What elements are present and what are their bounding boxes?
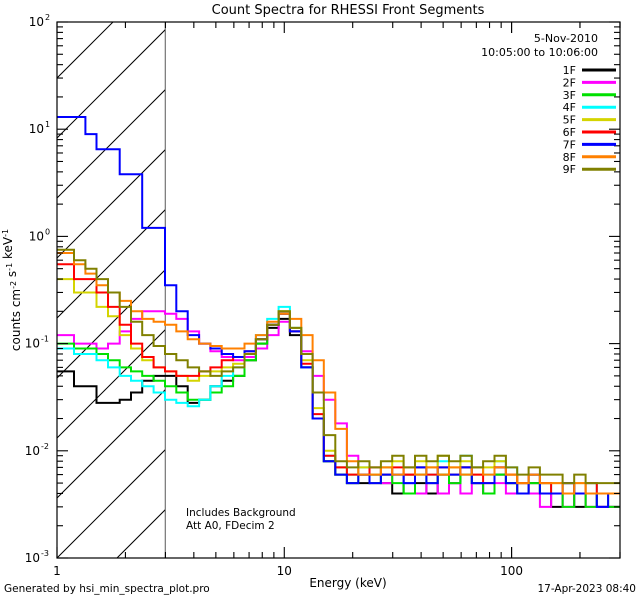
observation-date: 5-Nov-2010	[534, 32, 598, 45]
y-axis-label: counts cm-2 s-1 keV-1	[1, 229, 23, 351]
svg-text:10: 10	[29, 122, 44, 136]
y-tick-label: 10 -3	[25, 549, 49, 565]
svg-text:10: 10	[25, 337, 40, 351]
svg-text:2: 2	[45, 13, 50, 22]
legend-label-6f: 6F	[563, 126, 576, 139]
excluded-energy-hatch-region	[57, 22, 166, 558]
footer-generator: Generated by hsi_min_spectra_plot.pro	[4, 583, 210, 595]
y-tick-label: 10 0	[29, 227, 50, 243]
svg-text:counts cm-2 s-1 keV-1: counts cm-2 s-1 keV-1	[1, 229, 23, 351]
legend-label-2f: 2F	[563, 76, 576, 89]
svg-text:-1: -1	[41, 335, 49, 344]
spectrum-line-8f	[57, 252, 620, 495]
legend-label-8f: 8F	[563, 151, 576, 164]
svg-text:0: 0	[45, 227, 50, 236]
plot-frame	[56, 21, 621, 559]
x-tick-label: 100	[500, 564, 523, 578]
x-tick-label: 1	[53, 564, 61, 578]
svg-text:-3: -3	[41, 549, 49, 558]
spectra-series-group	[57, 116, 620, 508]
annotation-attenuator: Att A0, FDecim 2	[186, 520, 275, 532]
svg-text:-2: -2	[41, 442, 49, 451]
x-tick-label: 10	[277, 564, 292, 578]
svg-text:10: 10	[25, 551, 40, 565]
footer-timestamp: 17-Apr-2023 08:40	[537, 583, 636, 595]
legend-label-9f: 9F	[563, 163, 576, 176]
svg-text:10: 10	[25, 444, 40, 458]
spectrum-line-9f	[57, 248, 620, 485]
y-tick-label: 10 2	[29, 13, 50, 29]
svg-text:1: 1	[45, 120, 50, 129]
spectrum-line-7f	[57, 116, 620, 508]
chart-title: Count Spectra for RHESSI Front Segments	[212, 3, 485, 18]
legend-label-1f: 1F	[563, 64, 576, 77]
observation-time-range: 10:05:00 to 10:06:00	[481, 46, 598, 59]
legend-label-5f: 5F	[563, 114, 576, 127]
legend-label-4f: 4F	[563, 101, 576, 114]
y-tick-label: 10 -2	[25, 442, 49, 458]
y-tick-label: 10 1	[29, 120, 50, 136]
legend-label-7f: 7F	[563, 138, 576, 151]
y-tick-label: 10 -1	[25, 335, 49, 351]
annotation-background: Includes Background	[186, 507, 296, 519]
svg-text:10: 10	[29, 15, 44, 29]
x-axis-label: Energy (keV)	[309, 576, 386, 590]
svg-text:10: 10	[29, 229, 44, 243]
legend-label-3f: 3F	[563, 89, 576, 102]
